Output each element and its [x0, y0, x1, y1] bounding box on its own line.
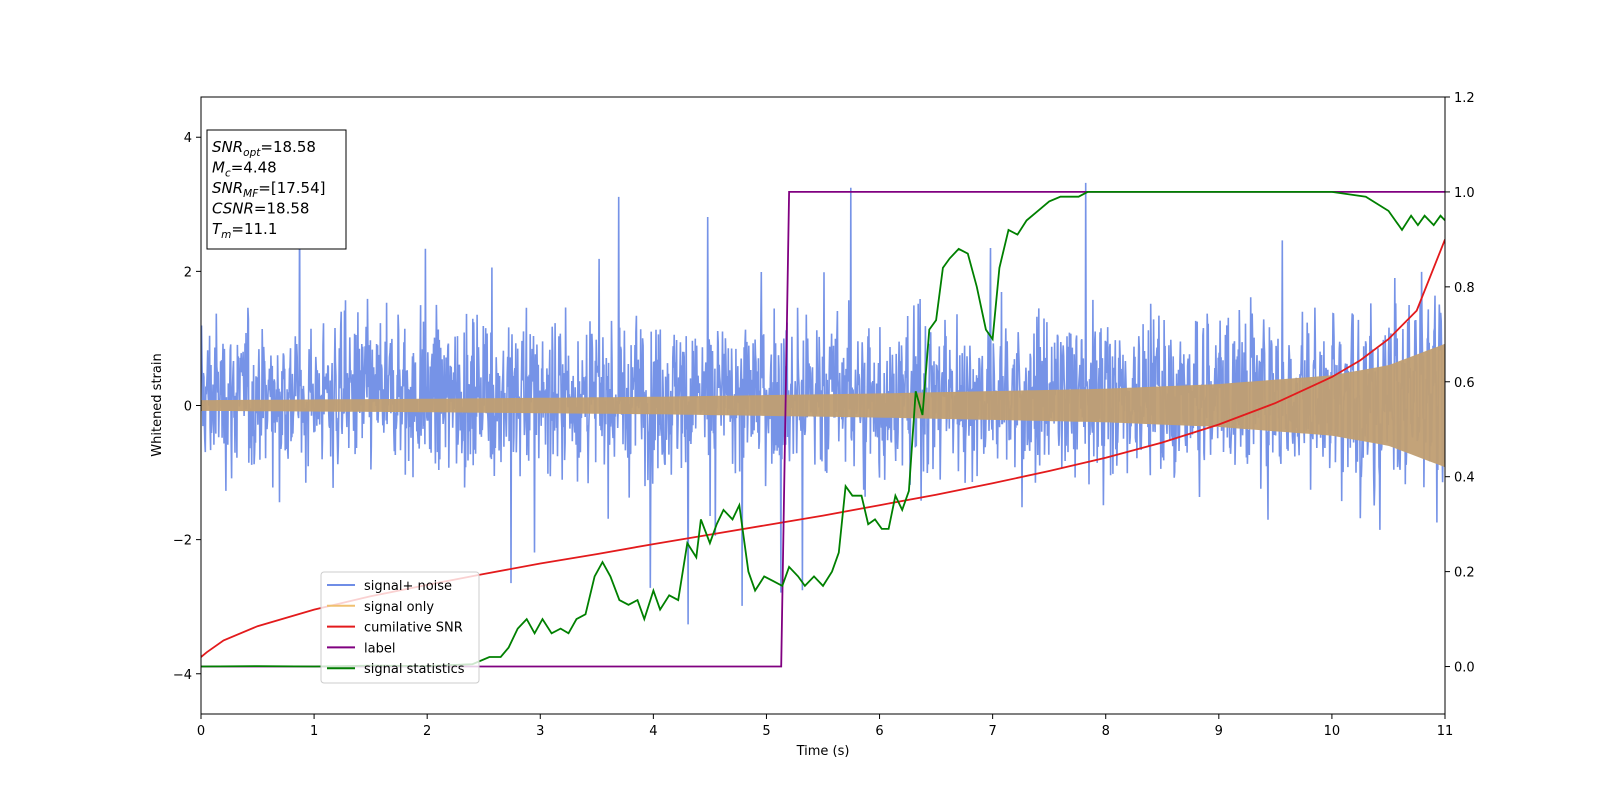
annotation-subscript: MF: [243, 188, 259, 200]
y-left-tick-label: 2: [184, 265, 192, 280]
annotation-symbol: CSNR: [212, 200, 254, 218]
x-tick-label: 9: [1215, 724, 1223, 739]
annotation-subscript: opt: [243, 147, 261, 159]
legend-label: signal statistics: [364, 662, 465, 677]
x-tick-label: 0: [197, 724, 205, 739]
annotation-frame: [206, 129, 347, 250]
x-tick-label: 3: [536, 724, 544, 739]
annotation-value: =18.58: [254, 200, 310, 218]
x-tick-label: 11: [1437, 724, 1454, 739]
annotation-symbol: SNR: [212, 138, 243, 156]
annotation-line: CSNR=18.58: [212, 200, 309, 218]
legend: signal+ noise signal only cumilative SNR la…: [320, 571, 480, 684]
y-left-tick-label: 4: [184, 131, 192, 146]
x-tick-label: 5: [762, 724, 770, 739]
legend-label: label: [364, 641, 395, 656]
annotation-symbol: SNR: [212, 179, 243, 197]
y-right-tick-label: 0.4: [1454, 471, 1475, 486]
legend-label: signal+ noise: [364, 579, 452, 594]
y-right-tick-label: 0.8: [1454, 281, 1475, 296]
x-tick-label: 8: [1102, 724, 1110, 739]
y-left-tick-label: −2: [173, 534, 192, 549]
x-axis: 0 1 2 3 4 5 6 7 8 9 10 11: [197, 714, 1453, 739]
x-tick-label: 10: [1324, 724, 1341, 739]
y-axis-left: −4 −2 0 2 4: [173, 131, 201, 683]
y-axis-right: 0.0 0.2 0.4 0.6 0.8 1.0 1.2: [1445, 91, 1475, 676]
annotation-value: =[17.54]: [258, 179, 325, 197]
x-tick-label: 1: [310, 724, 318, 739]
annotation-value: =11.1: [231, 220, 277, 238]
annotation-line: Tm=11.1: [212, 220, 277, 241]
annotation-value: =18.58: [260, 138, 316, 156]
legend-frame: [320, 571, 480, 684]
series-signal-only: [201, 343, 1445, 468]
x-tick-label: 7: [988, 724, 996, 739]
y-left-tick-label: 0: [184, 400, 192, 415]
annotation-line: Mc=4.48: [212, 159, 277, 180]
x-axis-label: Time (s): [796, 744, 850, 759]
x-tick-label: 4: [649, 724, 657, 739]
y-right-tick-label: 0.0: [1454, 661, 1475, 676]
annotation-symbol: M: [212, 159, 225, 177]
annotation-subscript: c: [225, 168, 231, 180]
signal-only-band: [201, 343, 1445, 468]
legend-label: cumilative SNR: [364, 621, 463, 636]
legend-label: signal only: [364, 600, 434, 615]
y-right-tick-label: 1.0: [1454, 186, 1475, 201]
y-left-tick-label: −4: [173, 668, 192, 683]
y-right-tick-label: 0.6: [1454, 376, 1475, 391]
signal-statistics-line: [201, 190, 1445, 668]
x-tick-label: 2: [423, 724, 431, 739]
annotation-line: SNRopt=18.58: [212, 138, 316, 159]
annotation-box: SNRopt=18.58Mc=4.48SNRMF=[17.54]CSNR=18.…: [206, 129, 347, 250]
y-axis-label: Whitened strain: [150, 353, 165, 456]
annotation-symbol: T: [212, 220, 223, 238]
x-tick-label: 6: [875, 724, 883, 739]
y-right-tick-label: 1.2: [1454, 91, 1475, 106]
annotation-value: =4.48: [231, 159, 277, 177]
y-right-tick-label: 0.2: [1454, 566, 1475, 581]
annotation-subscript: m: [221, 229, 231, 241]
annotation-line: SNRMF=[17.54]: [212, 179, 326, 200]
